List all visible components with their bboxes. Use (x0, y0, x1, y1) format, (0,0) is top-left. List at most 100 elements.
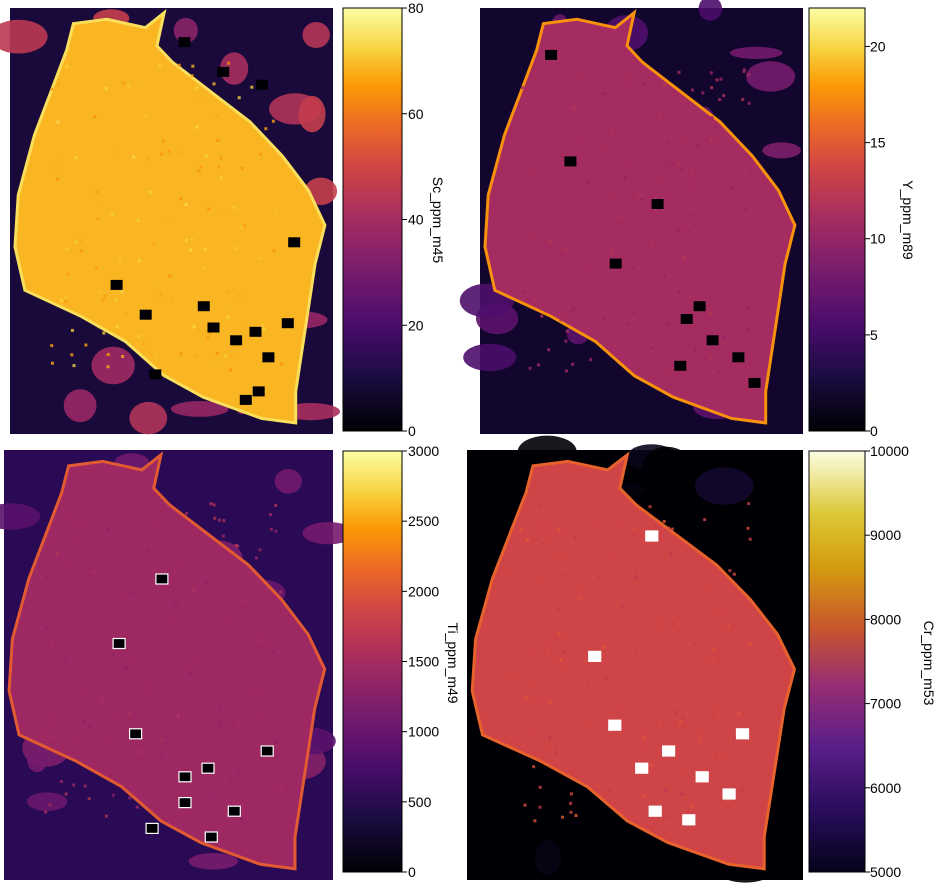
grain-speckle (230, 354, 234, 357)
grain-speckle (689, 804, 693, 808)
grain-speckle (179, 197, 183, 201)
grain-speckle (128, 712, 132, 716)
grain-speckle (240, 225, 244, 229)
grain-speckle (658, 721, 662, 725)
grain-speckle (170, 300, 174, 304)
inclusion-mark (693, 301, 706, 312)
grain-speckle (580, 588, 584, 592)
grain-speckle (153, 281, 157, 285)
grain-speckle (633, 527, 636, 531)
grain-speckle (195, 125, 199, 129)
grain-speckle (629, 118, 633, 122)
grain-speckle (212, 503, 216, 507)
grain-speckle (669, 552, 673, 556)
inclusion-mark (732, 352, 745, 363)
grain-speckle (51, 361, 54, 365)
grain-speckle (198, 98, 202, 101)
grain-speckle (739, 809, 743, 813)
grain-speckle (558, 552, 562, 556)
grain-speckle (196, 328, 200, 332)
grain-speckle (700, 675, 704, 678)
grain-speckle (51, 736, 55, 740)
background-mineral-blob (302, 522, 355, 545)
grain-speckle (517, 746, 521, 750)
grain-speckle (574, 535, 578, 539)
grain-speckle (272, 249, 276, 253)
grain-speckle (526, 538, 529, 542)
grain-speckle (219, 176, 223, 180)
grain-speckle (273, 717, 277, 721)
grain-speckle (262, 327, 266, 331)
grain-speckle (742, 70, 746, 74)
grain-speckle (571, 362, 575, 366)
grain-speckle (59, 780, 63, 783)
grain-speckle (602, 645, 606, 649)
inclusion-mark (635, 762, 649, 774)
grain-speckle (708, 311, 712, 315)
grain-speckle (128, 796, 132, 800)
grain-speckle (641, 684, 645, 688)
grain-speckle (237, 772, 241, 776)
grain-speckle (239, 817, 243, 821)
grain-speckle (641, 793, 645, 797)
grain-speckle (736, 817, 740, 820)
grain-speckle (50, 87, 54, 91)
grain-speckle (53, 653, 56, 657)
grain-speckle (537, 363, 540, 367)
grain-speckle (135, 805, 139, 809)
grain-speckle (215, 115, 219, 119)
grain-speckle (155, 353, 158, 357)
grain-speckle (83, 784, 87, 788)
grain-speckle (708, 296, 712, 300)
grain-speckle (715, 78, 719, 82)
grain-speckle (44, 734, 48, 738)
grain-speckle (57, 78, 61, 82)
grain-speckle (179, 151, 183, 155)
grain-speckle (152, 243, 156, 247)
background-mineral-blob (91, 346, 135, 385)
grain-speckle (570, 310, 574, 314)
grain-speckle (217, 165, 221, 169)
grain-speckle (693, 222, 697, 226)
grain-speckle (272, 715, 275, 719)
grain-speckle (662, 520, 666, 523)
colorbar-label: Y_ppm_m89 (900, 180, 916, 260)
grain-speckle (587, 197, 591, 201)
grain-speckle (104, 87, 108, 91)
grain-speckle (57, 158, 61, 162)
grain-speckle (146, 157, 150, 161)
inclusion-mark (217, 66, 230, 77)
grain-speckle (649, 343, 653, 347)
colorbar-tick-label: 0 (408, 423, 416, 439)
grain-speckle (48, 803, 52, 807)
grain-speckle (572, 114, 576, 118)
grain-speckle (188, 668, 192, 672)
grain-speckle (72, 783, 76, 787)
grain-speckle (524, 696, 528, 700)
colorbar-tick-label: 15 (870, 135, 886, 151)
grain-speckle (514, 740, 518, 744)
grain-speckle (625, 160, 629, 164)
grain-speckle (670, 527, 674, 531)
grain-speckle (168, 274, 172, 278)
colorbar-tick-label: 20 (408, 317, 424, 333)
grain-speckle (599, 145, 603, 149)
grain-speckle (737, 711, 741, 715)
grain-speckle (693, 642, 697, 646)
grain-speckle (653, 575, 657, 579)
grain-speckle (184, 238, 188, 242)
grain-speckle (646, 815, 650, 819)
grain-speckle (65, 735, 69, 739)
grain-speckle (70, 328, 74, 332)
grain-speckle (49, 562, 53, 565)
colorbar-label: Sc_ppm_m45 (430, 177, 446, 264)
inclusion-mark (207, 322, 220, 333)
grain-speckle (635, 651, 638, 655)
grain-speckle (212, 82, 216, 86)
grain-speckle (665, 815, 669, 819)
grain-speckle (206, 336, 210, 340)
grain-speckle (704, 806, 708, 810)
grain-speckle (553, 256, 557, 260)
grain-speckle (102, 516, 106, 519)
grain-speckle (264, 127, 268, 131)
